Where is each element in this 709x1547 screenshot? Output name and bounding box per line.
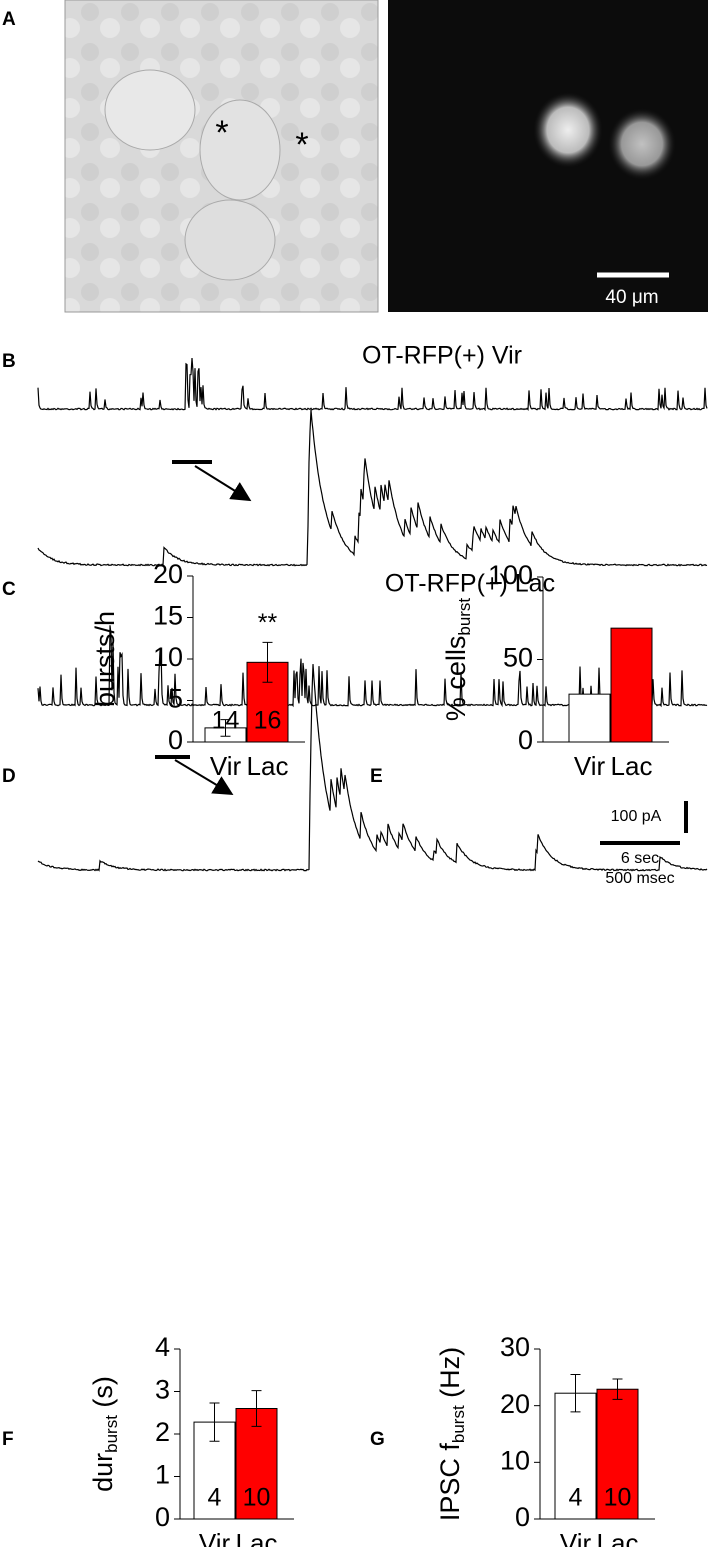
y-label-part: % cells xyxy=(441,636,471,722)
panel-label: E xyxy=(370,766,383,787)
error-bar xyxy=(262,641,273,683)
panel-label: F xyxy=(2,1429,14,1450)
y-label-part: IPSC f xyxy=(435,1443,465,1522)
y-tick-label: 4 xyxy=(155,1332,170,1362)
x-tick-label: Lac xyxy=(236,1528,278,1547)
x-tick-label: Lac xyxy=(597,1528,639,1547)
y-tick-label: 5 xyxy=(168,684,183,714)
y-axis-label: % cellsburst xyxy=(441,598,474,722)
y-label-part: (s) xyxy=(88,1376,118,1415)
error-bar xyxy=(251,1390,262,1427)
scale-label: 100 pA xyxy=(611,808,662,825)
panel-label: D xyxy=(2,766,16,787)
bar xyxy=(610,627,653,743)
y-axis-label: durburst (s) xyxy=(88,1376,121,1492)
asterisk: * xyxy=(215,114,228,152)
y-tick-label: 20 xyxy=(153,559,183,589)
scale-label: 500 msec xyxy=(605,870,674,887)
expand-arrow xyxy=(174,759,234,796)
y-tick-label: 20 xyxy=(500,1389,530,1419)
y-tick-label: 1 xyxy=(155,1460,170,1490)
y-tick-label: 30 xyxy=(500,1332,530,1362)
cell-outline xyxy=(104,69,196,151)
panel-label: B xyxy=(2,351,16,372)
error-bar xyxy=(570,1374,581,1413)
expand-arrow xyxy=(194,465,252,502)
bar xyxy=(554,1392,597,1520)
x-tick-label: Lac xyxy=(611,751,653,781)
y-axis-label: bursts/h xyxy=(90,611,120,707)
error-bar xyxy=(209,1402,220,1442)
y-tick-label: 50 xyxy=(503,643,533,673)
y-tick-label: 0 xyxy=(155,1502,170,1532)
x-tick-label: Vir xyxy=(210,751,242,781)
y-axis-label: IPSC fburst (Hz) xyxy=(435,1347,468,1521)
y-label-subscript: burst xyxy=(449,1405,468,1443)
y-tick-label: 0 xyxy=(168,725,183,755)
current-trace xyxy=(37,409,708,567)
y-tick-label: 10 xyxy=(153,642,183,672)
cell-outline xyxy=(199,99,281,201)
y-tick-label: 100 xyxy=(488,560,533,590)
y-label-part: dur xyxy=(88,1453,118,1492)
y-tick-label: 0 xyxy=(515,1502,530,1532)
n-label: 10 xyxy=(604,1484,632,1512)
x-tick-label: Lac xyxy=(247,751,289,781)
n-label: 4 xyxy=(569,1484,583,1512)
y-label-subscript: burst xyxy=(102,1415,121,1453)
n-label: 4 xyxy=(208,1484,222,1512)
panel-label: G xyxy=(370,1429,385,1450)
x-tick-label: Vir xyxy=(574,751,606,781)
y-tick-label: 2 xyxy=(155,1417,170,1447)
y-tick-label: 0 xyxy=(518,725,533,755)
n-label: 14 xyxy=(212,707,240,735)
error-bar xyxy=(612,1378,623,1400)
error-bar xyxy=(220,719,231,737)
asterisk: * xyxy=(295,126,308,164)
fluorescent-cell xyxy=(608,108,676,180)
scale-bar-label: 40 μm xyxy=(605,287,658,308)
panel-label: A xyxy=(2,9,16,30)
n-label: 10 xyxy=(243,1484,271,1512)
significance: ** xyxy=(258,609,278,637)
x-tick-label: Vir xyxy=(199,1528,231,1547)
bar xyxy=(235,1408,278,1520)
n-label: 16 xyxy=(254,707,282,735)
trace-title: OT-RFP(+) Vir xyxy=(362,342,522,370)
cell-outline xyxy=(184,199,276,281)
panel-label: C xyxy=(2,579,16,600)
y-tick-label: 3 xyxy=(155,1375,170,1405)
y-label-part: (Hz) xyxy=(435,1347,465,1405)
bar xyxy=(568,693,611,743)
y-tick-label: 15 xyxy=(153,601,183,631)
current-trace xyxy=(37,664,708,872)
current-trace xyxy=(37,357,708,412)
x-tick-label: Vir xyxy=(560,1528,592,1547)
trace-title: OT-RFP(+) Lac xyxy=(385,570,555,598)
y-label-subscript: burst xyxy=(455,598,474,636)
bar xyxy=(596,1388,639,1520)
y-tick-label: 10 xyxy=(500,1445,530,1475)
current-trace xyxy=(37,625,708,708)
fluorescent-cell xyxy=(533,92,603,168)
scale-label: 6 sec xyxy=(621,850,659,867)
